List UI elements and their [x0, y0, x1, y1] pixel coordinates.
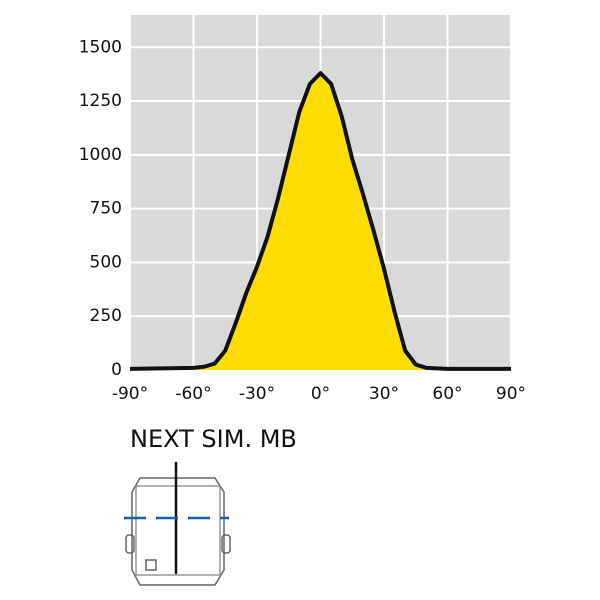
- x-tick-label: 30°: [369, 384, 399, 404]
- y-tick-label: 750: [90, 199, 122, 219]
- y-tick-label: 1000: [79, 145, 122, 165]
- y-tick-label: 250: [90, 306, 122, 326]
- luminaire-icon: [124, 462, 231, 586]
- y-tick-label: 1250: [79, 91, 122, 111]
- y-tick-label: 500: [90, 252, 122, 272]
- x-tick-label: 90°: [496, 384, 526, 404]
- x-tick-label: 60°: [432, 384, 462, 404]
- x-tick-label: 0°: [311, 384, 330, 404]
- plot: 0 250 500 750 1000 1250 1500 -90° -60° -30° 0° 30° 6…: [79, 15, 526, 404]
- line: [129, 71, 511, 371]
- x-tick-label: -30°: [239, 384, 275, 404]
- y-tick-label: 0: [111, 360, 122, 380]
- area: [130, 73, 511, 370]
- y-tick-label: 1500: [79, 37, 122, 57]
- x-tick-label: -60°: [175, 384, 211, 404]
- chart-title: NEXT SIM. MB: [130, 425, 297, 453]
- x-tick-label: -90°: [112, 384, 148, 404]
